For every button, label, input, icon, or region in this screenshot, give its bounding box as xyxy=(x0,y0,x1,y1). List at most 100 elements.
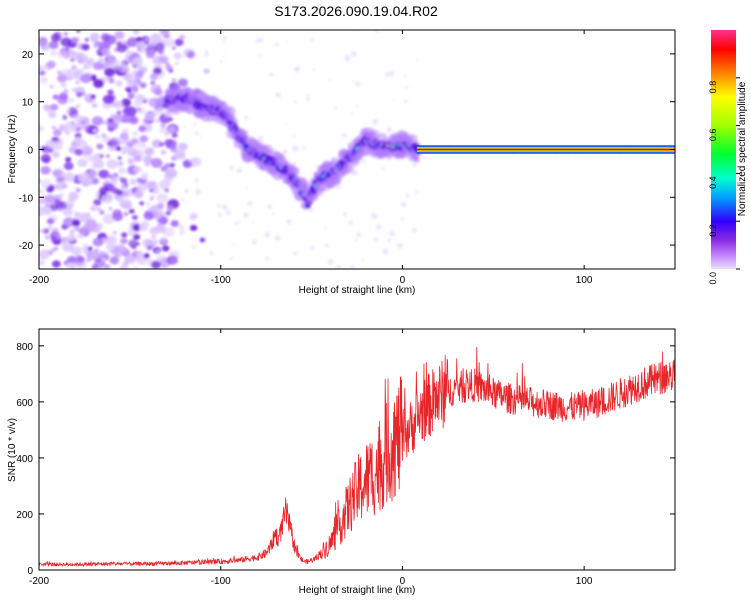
heatmap-noise xyxy=(222,41,225,44)
heatmap-noise xyxy=(104,67,116,77)
heatmap-noise xyxy=(61,236,69,243)
heatmap-noise xyxy=(286,219,292,225)
heatmap-noise xyxy=(144,38,149,42)
heatmap-noise xyxy=(374,30,379,33)
heatmap-noise xyxy=(129,116,139,125)
heatmap-noise xyxy=(160,261,169,269)
heatmap-noise xyxy=(139,201,145,206)
heatmap-noise xyxy=(373,237,378,242)
heatmap-noise xyxy=(144,112,155,121)
heatmap-noise xyxy=(150,158,163,168)
heatmap-noise xyxy=(155,248,161,254)
snr-x-axis: -200 -100 0 100 xyxy=(29,329,593,587)
spectrogram-y-tick-label: -20 xyxy=(19,241,34,252)
heatmap-noise xyxy=(344,54,351,61)
heatmap-noise xyxy=(42,157,50,164)
heatmap-noise xyxy=(404,100,408,104)
heatmap-noise xyxy=(108,207,113,211)
heatmap-noise xyxy=(274,42,279,47)
heatmap-noise xyxy=(98,186,109,196)
heatmap-noise xyxy=(169,163,175,168)
snr-y-tick-label: 600 xyxy=(16,398,33,409)
heatmap-noise xyxy=(63,217,75,228)
heatmap-noise xyxy=(107,54,113,59)
heatmap-noise xyxy=(294,67,300,73)
heatmap-noise xyxy=(194,131,199,136)
heatmap-noise xyxy=(243,212,249,218)
heatmap-noise xyxy=(415,190,419,194)
spectrogram-y-tick-label: -10 xyxy=(19,193,34,204)
heatmap-noise xyxy=(40,165,51,175)
heatmap-noise xyxy=(119,132,129,141)
heatmap-noise xyxy=(135,251,145,258)
heatmap-noise xyxy=(101,257,106,261)
heatmap-noise xyxy=(70,58,75,62)
heatmap-noise xyxy=(106,141,113,146)
heatmap-noise xyxy=(74,187,79,191)
heatmap-noise xyxy=(67,107,78,116)
heatmap-noise xyxy=(138,125,147,133)
heatmap-noise xyxy=(149,194,156,200)
heatmap-noise xyxy=(158,179,171,190)
heatmap-noise xyxy=(135,93,145,102)
heatmap-noise xyxy=(106,159,118,169)
snr-y-tick-label: 400 xyxy=(16,454,33,465)
heatmap-noise xyxy=(95,222,104,230)
heatmap-noise xyxy=(66,198,75,206)
heatmap-noise xyxy=(118,167,127,174)
heatmap-noise xyxy=(145,97,151,102)
heatmap-noise xyxy=(128,208,135,214)
heatmap-noise xyxy=(84,146,92,153)
heatmap-noise xyxy=(45,235,50,240)
heatmap-noise xyxy=(154,42,165,52)
heatmap-noise xyxy=(258,53,262,57)
heatmap-noise xyxy=(144,239,153,247)
heatmap-noise xyxy=(139,177,148,185)
heatmap-noise xyxy=(171,78,177,83)
heatmap-noise xyxy=(93,198,102,206)
colorbar-axis: 0.0 0.2 0.4 0.6 0.8 xyxy=(708,77,740,285)
heatmap-noise xyxy=(177,78,188,87)
heatmap-noise xyxy=(154,88,163,96)
heatmap-noise xyxy=(91,34,98,40)
heatmap-noise xyxy=(189,224,198,231)
heatmap-noise xyxy=(178,224,185,231)
heatmap-noise xyxy=(335,184,341,190)
heatmap-noise xyxy=(139,82,147,89)
heatmap-noise xyxy=(102,135,110,143)
heatmap-noise xyxy=(46,60,56,69)
heatmap-noise xyxy=(74,148,84,156)
heatmap-noise xyxy=(170,220,179,228)
heatmap-noise xyxy=(92,61,103,71)
heatmap-noise xyxy=(45,107,52,113)
heatmap-noise xyxy=(52,94,59,100)
heatmap-noise xyxy=(55,175,67,185)
heatmap-noise xyxy=(174,38,184,47)
heatmap-noise xyxy=(120,177,128,184)
heatmap-noise xyxy=(127,93,135,99)
heatmap-track-halo xyxy=(342,163,354,175)
heatmap-noise xyxy=(205,49,209,53)
heatmap-noise xyxy=(293,251,298,256)
heatmap-noise xyxy=(136,107,142,112)
heatmap-noise xyxy=(372,118,379,125)
colorbar-tick-label: 0.2 xyxy=(708,224,718,237)
heatmap-noise xyxy=(275,92,281,98)
heatmap-noise xyxy=(121,128,129,135)
heatmap-noise xyxy=(325,244,329,248)
heatmap-noise xyxy=(312,68,316,72)
heatmap-noise xyxy=(74,132,82,139)
spectrogram-x-tick-label: 0 xyxy=(400,275,406,286)
heatmap-noise xyxy=(83,65,89,70)
heatmap-noise xyxy=(81,92,86,96)
snr-x-label: Height of straight line (km) xyxy=(299,585,416,596)
heatmap-noise xyxy=(123,212,129,216)
colorbar-tick-label: 0.6 xyxy=(708,129,718,142)
heatmap-noise xyxy=(400,201,407,208)
heatmap-noise xyxy=(284,122,288,125)
heatmap-noise xyxy=(65,109,71,114)
heatmap-noise xyxy=(264,231,271,238)
spectrogram-x-label: Height of straight line (km) xyxy=(299,285,416,296)
heatmap-noise xyxy=(92,237,104,247)
